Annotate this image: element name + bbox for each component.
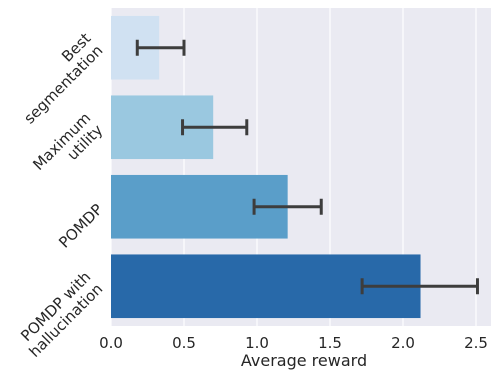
y-tick-label: Bestsegmentation [8,29,106,127]
x-tick-labels: 0.0 0.5 1.0 1.5 2.0 2.5 [99,334,488,352]
y-tick-label: Maximumutility [29,109,106,186]
x-tick-label: 0.0 [99,334,123,352]
x-tick-label: 2.0 [391,334,415,352]
x-tick-label: 2.5 [464,334,488,352]
y-tick-label: POMDP withhallucination [13,268,106,361]
error-bars [135,39,479,295]
error-bar [360,278,479,295]
error-bar [181,119,249,136]
x-tick-label: 1.5 [318,334,342,352]
x-axis-label: Average reward [241,351,367,370]
x-tick-label: 1.0 [245,334,269,352]
error-bar [135,39,186,56]
x-tick-label: 0.5 [172,334,196,352]
error-bar [252,198,323,215]
y-tick-label: POMDP [55,200,106,251]
